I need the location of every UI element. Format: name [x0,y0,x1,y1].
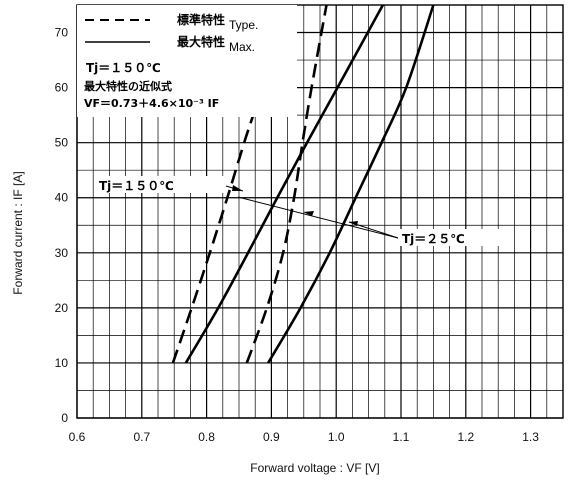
tj25-label-bg [398,229,506,246]
legend-max-label-en: Max. [229,40,255,54]
plot-frame [76,4,564,419]
x-tick-label: 1.1 [393,430,410,444]
y-tick-label: 30 [55,246,69,260]
y-tick-labels: 0 10 20 30 40 50 60 70 [55,26,69,425]
x-tick-label: 1.3 [522,430,539,444]
tj25-leader-arrow-b [349,221,358,226]
y-tick-label: 40 [55,191,69,205]
y-axis-title: Forward current : IF [A] [11,171,25,294]
tj25-leader-main [237,196,399,239]
x-tick-labels: 0.6 0.7 0.8 0.9 1.0 1.1 1.2 1.3 [69,430,540,444]
series-line-1 [184,4,384,364]
tj150-curve-label: Tj＝１５０℃ [99,179,174,193]
legend-typical-label: 標準特性 [177,12,225,27]
x-tick-label: 0.6 [69,430,86,444]
x-tick-label: 1.2 [457,430,474,444]
legend-box [77,5,297,117]
tj25-leader-arrow-a [303,211,314,216]
legend-typical-label-en: Type. [229,18,258,32]
series-line-3 [267,4,435,364]
tj150-leader-arrow [232,185,243,191]
x-tick-label: 0.7 [133,430,150,444]
x-tick-label: 0.8 [198,430,215,444]
y-tick-label: 20 [55,301,69,315]
tj150-label-bg [96,176,226,193]
formula-title: 最大特性の近似式 [84,79,172,93]
legend-max-label: 最大特性 [177,34,225,49]
formula-text: VF＝0.73＋4.6×10⁻³ IF [84,97,219,110]
x-axis-title: Forward voltage : VF [V] [250,461,379,475]
y-tick-label: 0 [61,411,68,425]
y-tick-label: 70 [55,26,69,40]
tj25-curve-label: Tj＝２５℃ [402,232,465,246]
tj150-box-label: Tj＝１５０℃ [86,61,161,75]
y-tick-label: 60 [55,81,69,95]
x-tick-label: 0.9 [263,430,280,444]
series-line-2 [245,4,328,364]
y-tick-label: 50 [55,136,69,150]
y-tick-label: 10 [55,356,69,370]
x-tick-label: 1.0 [328,430,345,444]
